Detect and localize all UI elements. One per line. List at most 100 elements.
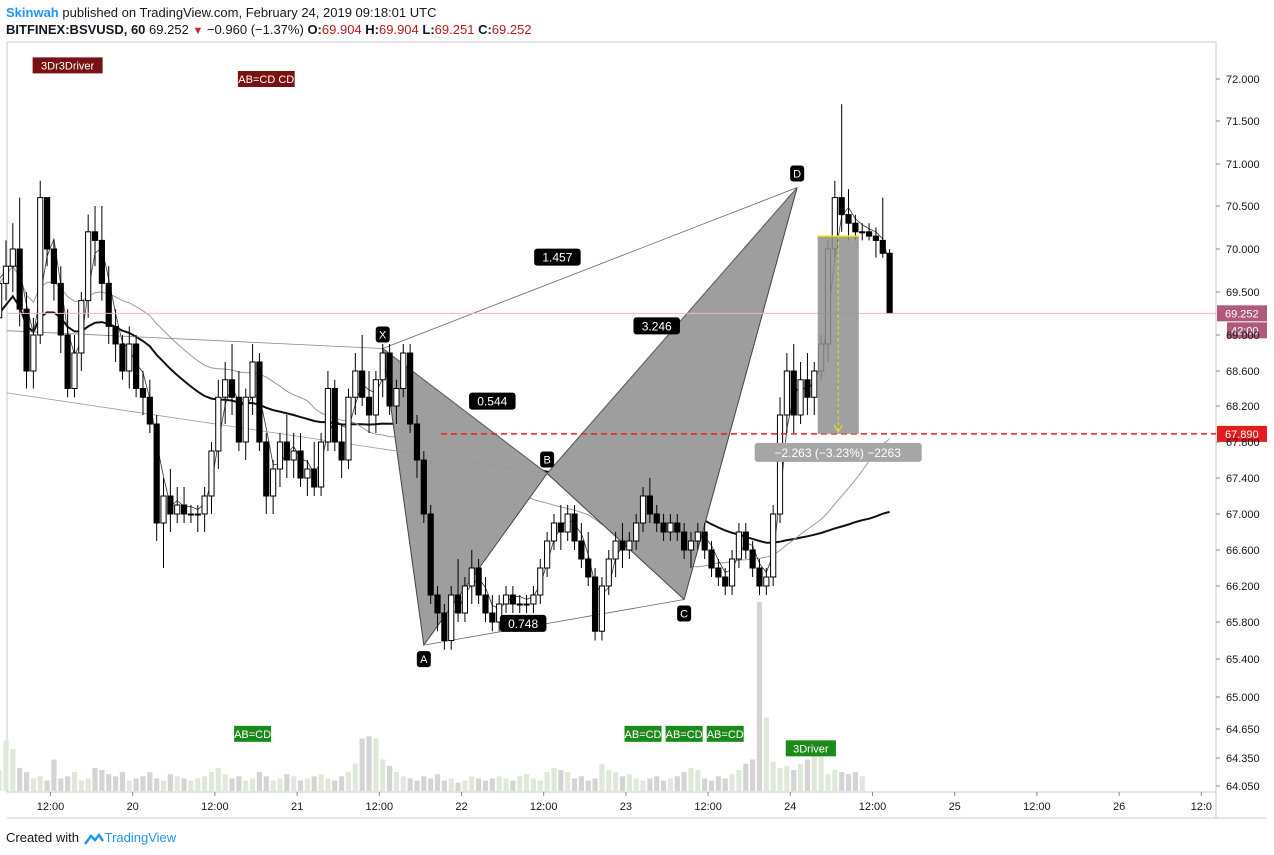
- volume-bar: [51, 759, 57, 791]
- candle-body: [0, 282, 3, 319]
- symbol-name[interactable]: BITFINEX:BSVUSD, 60: [6, 22, 146, 37]
- candle-body: [359, 370, 366, 398]
- candle-body: [489, 612, 496, 623]
- ratio-label: 1.457: [542, 251, 572, 265]
- candle-body: [811, 370, 818, 398]
- volume-bar: [339, 776, 345, 791]
- candle-body: [311, 468, 318, 488]
- candle-body: [454, 594, 462, 614]
- volume-bar: [448, 778, 454, 791]
- countdown-label: 42:00: [1231, 325, 1259, 337]
- volume-bar: [510, 780, 516, 791]
- candle-body: [91, 231, 99, 241]
- volume-bar: [695, 770, 701, 791]
- volume-bar: [0, 770, 2, 791]
- high-value: 69.904: [379, 22, 419, 37]
- volume-bar: [434, 774, 441, 791]
- candle-body: [30, 334, 37, 372]
- volume-bar: [647, 778, 653, 791]
- time-tick-label: 12:00: [694, 801, 722, 813]
- volume-bar: [654, 776, 660, 791]
- candle-body: [393, 388, 400, 407]
- pattern-point-label: B: [543, 455, 550, 467]
- volume-bar: [544, 772, 550, 791]
- volume-bar: [160, 780, 167, 791]
- candle-body: [537, 567, 544, 596]
- down-arrow-icon: ▼: [192, 25, 204, 37]
- candle-body: [441, 612, 448, 641]
- candle-body: [434, 594, 441, 614]
- volume-bar: [845, 774, 852, 791]
- candle-body: [146, 396, 153, 425]
- price-tick-label: 71.000: [1226, 159, 1260, 171]
- candle-body: [770, 513, 777, 578]
- volume-bar: [188, 780, 194, 791]
- pattern-name-label: 3Dr3Driver: [41, 60, 95, 72]
- volume-bar: [811, 749, 817, 791]
- pattern-point-marker: [540, 451, 555, 468]
- volume-bar: [859, 776, 865, 791]
- volume-bar: [770, 761, 776, 791]
- time-tick-label: 12:00: [859, 801, 887, 813]
- pattern-point-label: D: [793, 169, 801, 181]
- ratio-label: 0.748: [508, 617, 538, 631]
- volume-bar: [181, 778, 187, 791]
- time-tick-label: 25: [949, 801, 961, 813]
- time-tick-label: 20: [127, 801, 139, 813]
- candle-body: [187, 513, 195, 516]
- candle-body: [865, 231, 873, 237]
- author-link[interactable]: Skinwah: [6, 5, 59, 20]
- candle-body: [550, 522, 558, 542]
- candle-body: [270, 468, 277, 497]
- candle-body: [427, 513, 434, 596]
- candle-body: [516, 603, 523, 606]
- volume-bar: [489, 778, 495, 791]
- time-axis[interactable]: 12:00 20 12:00 21 12:00 22 12:00 23 12:00 24 12:00…: [37, 792, 1212, 813]
- candle-body: [496, 603, 503, 623]
- candle-body: [598, 585, 606, 632]
- candle-body: [365, 396, 373, 416]
- pattern-name-label: 3Driver: [793, 743, 829, 755]
- volume-bar: [359, 738, 365, 791]
- candle-body: [715, 567, 722, 578]
- candle-body: [591, 576, 599, 632]
- ratio-label-box: [469, 392, 516, 410]
- time-tick-label: 12:00: [530, 801, 558, 813]
- time-tick-label: 22: [455, 801, 467, 813]
- volume-bar: [167, 774, 173, 791]
- candle-body: [9, 248, 16, 267]
- tradingview-brand[interactable]: TradingView: [104, 830, 177, 845]
- projection-label: −2.263 (−3.23%) −2263: [774, 446, 901, 460]
- volume-bar: [284, 774, 290, 791]
- volume-bar: [92, 767, 98, 791]
- candle-body: [530, 594, 537, 605]
- candle-body: [763, 576, 770, 587]
- candle-body: [2, 265, 10, 284]
- price-change: −0.960 (−1.37%): [206, 22, 304, 37]
- published-text: published on TradingView.com, February 2…: [62, 5, 437, 20]
- candle-body: [879, 239, 886, 254]
- price-tick-label: 69.000: [1226, 330, 1260, 342]
- volume-bar: [373, 738, 379, 791]
- pattern-point-marker: [375, 326, 390, 343]
- volume-bar: [133, 778, 139, 791]
- volume-bar: [743, 763, 749, 791]
- candle-body: [235, 396, 242, 443]
- time-tick-label: 12:00: [366, 801, 394, 813]
- candle-body: [728, 558, 736, 587]
- volume-bar: [565, 772, 571, 791]
- price-axis[interactable]: 72.000 71.500 71.000 70.500 70.000 69.500 69.0…: [1216, 74, 1260, 793]
- volume-bar: [318, 774, 324, 791]
- candle-body: [194, 513, 201, 516]
- volume-bar: [852, 772, 858, 791]
- chart-header: Skinwah published on TradingView.com, Fe…: [6, 4, 1266, 39]
- volume-bar: [530, 778, 537, 791]
- volume-bar: [750, 759, 756, 791]
- candle-body: [133, 343, 140, 389]
- candle-body: [448, 594, 455, 641]
- high-label: H:: [365, 22, 379, 37]
- volume-bar: [763, 717, 769, 791]
- candle-body: [331, 388, 338, 443]
- volume-bar: [736, 770, 742, 791]
